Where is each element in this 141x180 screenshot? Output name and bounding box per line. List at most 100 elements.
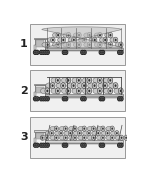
Circle shape <box>93 127 94 130</box>
Circle shape <box>47 98 48 100</box>
Circle shape <box>47 52 48 53</box>
Circle shape <box>46 50 49 54</box>
Circle shape <box>93 137 94 139</box>
Circle shape <box>45 52 46 53</box>
Circle shape <box>87 32 92 38</box>
Circle shape <box>100 144 102 146</box>
Circle shape <box>110 135 114 140</box>
Ellipse shape <box>46 83 53 88</box>
Ellipse shape <box>50 136 57 140</box>
Circle shape <box>100 51 102 53</box>
Circle shape <box>99 44 101 46</box>
Circle shape <box>79 132 81 134</box>
Circle shape <box>54 135 58 140</box>
Circle shape <box>51 37 55 43</box>
Ellipse shape <box>69 136 75 140</box>
FancyBboxPatch shape <box>35 132 46 144</box>
Circle shape <box>88 132 90 134</box>
Circle shape <box>84 98 85 100</box>
Circle shape <box>46 42 50 48</box>
Circle shape <box>57 34 59 36</box>
Circle shape <box>87 130 91 136</box>
Circle shape <box>42 97 45 101</box>
Circle shape <box>62 84 64 87</box>
Circle shape <box>73 39 75 41</box>
Circle shape <box>89 44 91 46</box>
Circle shape <box>84 98 85 99</box>
Ellipse shape <box>94 42 100 47</box>
Circle shape <box>94 39 96 41</box>
Circle shape <box>43 98 44 100</box>
Ellipse shape <box>47 38 53 42</box>
Ellipse shape <box>97 136 103 140</box>
Circle shape <box>101 126 105 131</box>
FancyBboxPatch shape <box>36 87 44 93</box>
Circle shape <box>108 32 113 38</box>
Circle shape <box>119 144 120 146</box>
Circle shape <box>110 126 114 131</box>
Circle shape <box>40 144 42 146</box>
Circle shape <box>102 97 104 101</box>
Circle shape <box>36 143 39 147</box>
Ellipse shape <box>84 33 90 37</box>
Circle shape <box>37 51 38 53</box>
Circle shape <box>99 50 102 54</box>
Circle shape <box>77 32 81 38</box>
Circle shape <box>57 44 59 46</box>
Circle shape <box>34 50 37 54</box>
Circle shape <box>47 51 48 53</box>
Circle shape <box>118 143 121 147</box>
Circle shape <box>45 98 46 99</box>
Ellipse shape <box>92 131 98 135</box>
Ellipse shape <box>77 83 84 88</box>
Circle shape <box>64 126 68 131</box>
Circle shape <box>84 52 85 53</box>
Circle shape <box>40 143 43 147</box>
Circle shape <box>92 83 97 89</box>
Circle shape <box>46 97 49 101</box>
Circle shape <box>125 137 127 139</box>
Circle shape <box>102 98 104 100</box>
Circle shape <box>109 90 111 92</box>
Circle shape <box>59 130 63 136</box>
Circle shape <box>87 77 92 83</box>
Circle shape <box>81 50 84 54</box>
Ellipse shape <box>55 131 61 135</box>
FancyBboxPatch shape <box>44 94 123 96</box>
Circle shape <box>56 42 60 48</box>
Circle shape <box>119 51 120 53</box>
Circle shape <box>51 132 53 134</box>
Circle shape <box>56 32 60 38</box>
Circle shape <box>82 98 83 100</box>
Circle shape <box>65 143 68 147</box>
Circle shape <box>40 98 42 100</box>
Circle shape <box>37 98 38 99</box>
FancyBboxPatch shape <box>44 143 123 144</box>
Ellipse shape <box>87 126 94 131</box>
Circle shape <box>34 98 36 100</box>
Circle shape <box>105 130 110 136</box>
Circle shape <box>92 126 96 131</box>
Ellipse shape <box>82 88 90 94</box>
Circle shape <box>74 127 76 130</box>
Ellipse shape <box>84 42 90 47</box>
Circle shape <box>34 144 36 146</box>
Circle shape <box>121 52 122 53</box>
Circle shape <box>62 39 64 41</box>
Circle shape <box>99 143 102 147</box>
Circle shape <box>47 144 48 146</box>
Ellipse shape <box>97 126 103 131</box>
Circle shape <box>87 88 92 94</box>
Polygon shape <box>34 130 47 132</box>
Circle shape <box>93 84 96 87</box>
Circle shape <box>65 144 67 146</box>
Circle shape <box>47 44 49 46</box>
Circle shape <box>50 83 55 89</box>
Text: 2: 2 <box>20 86 27 96</box>
Circle shape <box>78 90 80 92</box>
Circle shape <box>99 90 101 92</box>
Ellipse shape <box>98 83 105 88</box>
Circle shape <box>82 52 83 53</box>
Circle shape <box>113 83 118 89</box>
Ellipse shape <box>103 78 111 83</box>
